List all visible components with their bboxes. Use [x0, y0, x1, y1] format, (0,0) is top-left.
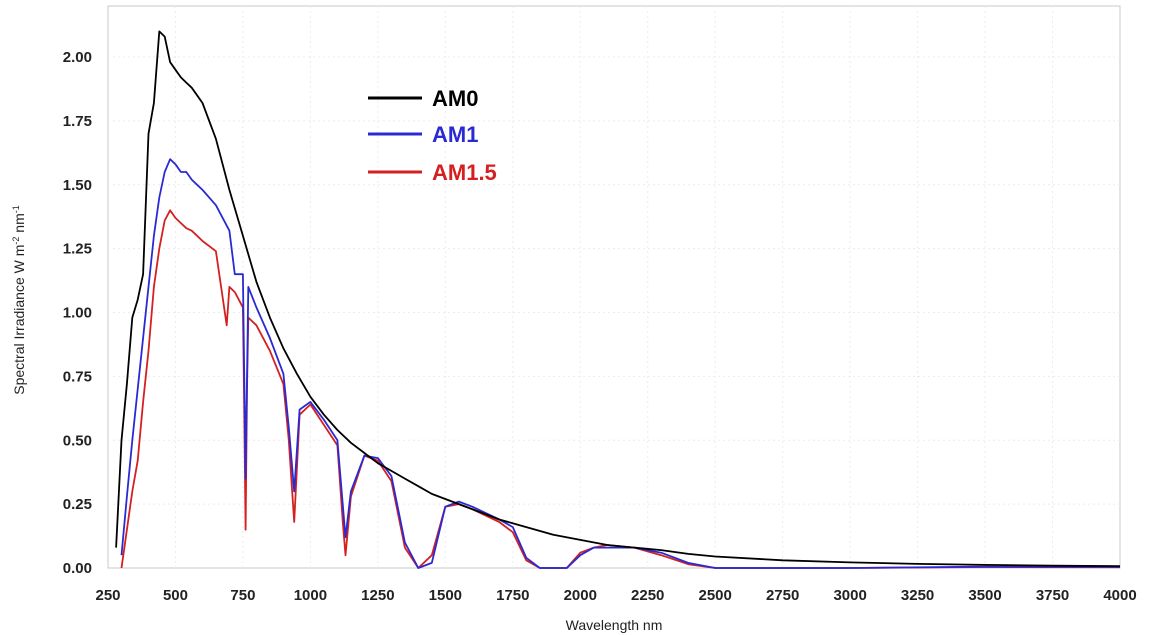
y-tick-label: 0.00: [63, 560, 92, 577]
y-tick-label: 0.50: [63, 432, 92, 449]
series-layer: [115, 30, 1121, 569]
series-line-am0: [115, 30, 1121, 568]
series-line-am15: [120, 209, 1121, 569]
y-tick-label: 1.50: [63, 177, 92, 194]
x-tick-label: 1250: [361, 587, 394, 604]
y-tick-label: 0.25: [63, 496, 92, 513]
y-tick-label: 1.25: [63, 241, 92, 258]
x-tick-label: 1750: [496, 587, 529, 604]
x-axis-title: Wavelength nm: [566, 617, 663, 633]
x-tick-label: 3250: [901, 587, 934, 604]
x-axis-ticks: 250 500 750 1000 1250 1500 1750 2000 2250 2500 275…: [95, 587, 1136, 604]
x-tick-label: 2250: [631, 587, 664, 604]
x-tick-label: 1000: [294, 587, 327, 604]
y-axis-ticks: 0.00 0.25 0.50 0.75 1.00 1.25 1.50 1.75 2.00: [63, 49, 92, 577]
legend-label-am15: AM1.5: [432, 160, 497, 185]
x-tick-label: 250: [95, 587, 120, 604]
y-axis-title-main: Spectral Irradiance W m: [11, 245, 27, 395]
y-tick-label: 1.75: [63, 113, 92, 130]
legend-label-am1: AM1: [432, 122, 478, 147]
x-tick-label: 2750: [766, 587, 799, 604]
series-line-am1: [120, 158, 1121, 569]
legend: AM0 AM1 AM1.5: [368, 86, 497, 185]
y-tick-label: 1.00: [63, 305, 92, 322]
x-tick-label: 750: [230, 587, 255, 604]
y-tick-label: 2.00: [63, 49, 92, 66]
x-tick-label: 3750: [1036, 587, 1069, 604]
x-tick-label: 3500: [968, 587, 1001, 604]
x-tick-label: 2500: [699, 587, 732, 604]
plot-area: [107, 5, 1121, 569]
y-axis-title-exp2: -1: [11, 205, 21, 213]
x-tick-label: 500: [163, 587, 188, 604]
x-tick-label: 4000: [1103, 587, 1136, 604]
grid-lines: [108, 6, 1120, 568]
y-axis-title-mid: nm: [11, 213, 27, 236]
x-tick-label: 3000: [833, 587, 866, 604]
y-axis-title-exp1: -2: [11, 237, 21, 245]
y-tick-label: 0.75: [63, 368, 92, 385]
legend-label-am0: AM0: [432, 86, 478, 111]
x-tick-label: 2000: [564, 587, 597, 604]
x-tick-label: 1500: [429, 587, 462, 604]
y-axis-title: Spectral Irradiance W m-2 nm-1: [11, 205, 27, 395]
